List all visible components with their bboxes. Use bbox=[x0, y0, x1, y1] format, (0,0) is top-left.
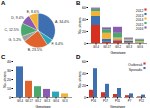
svg-text:A, 34.4%: A, 34.4% bbox=[55, 20, 69, 24]
svg-text:30: 30 bbox=[7, 69, 11, 73]
svg-text:GII.2: GII.2 bbox=[115, 45, 122, 49]
svg-text:P31: P31 bbox=[115, 99, 120, 103]
svg-text:2014: 2014 bbox=[136, 18, 144, 22]
svg-text:2012: 2012 bbox=[136, 9, 144, 13]
html-text:A: A bbox=[1, 0, 6, 6]
svg-text:GII.2: GII.2 bbox=[35, 99, 42, 103]
svg-text:P7: P7 bbox=[128, 99, 132, 103]
svg-text:40: 40 bbox=[7, 60, 11, 64]
svg-text:G, 5.2%: G, 5.2% bbox=[9, 38, 22, 42]
svg-text:2013: 2013 bbox=[136, 13, 144, 17]
svg-text:No. strains: No. strains bbox=[78, 71, 82, 88]
svg-text:GII.3: GII.3 bbox=[126, 45, 133, 49]
svg-text:C, 12.5%: C, 12.5% bbox=[4, 28, 18, 32]
svg-text:0: 0 bbox=[84, 42, 86, 46]
svg-text:E, 8.6%: E, 8.6% bbox=[27, 10, 39, 14]
svg-text:B, 23.5%: B, 23.5% bbox=[28, 48, 42, 52]
svg-text:20: 20 bbox=[82, 30, 86, 34]
html-text:D: D bbox=[76, 54, 81, 60]
svg-text:D, 9.4%: D, 9.4% bbox=[11, 16, 23, 20]
svg-text:40: 40 bbox=[82, 72, 86, 76]
svg-text:60: 60 bbox=[82, 6, 86, 10]
svg-text:0: 0 bbox=[84, 96, 86, 100]
svg-text:No. strains: No. strains bbox=[3, 71, 7, 88]
svg-text:Genotype: Genotype bbox=[110, 105, 125, 108]
svg-text:GII.17: GII.17 bbox=[103, 45, 111, 49]
svg-text:Genotype: Genotype bbox=[35, 105, 50, 108]
svg-text:20: 20 bbox=[7, 78, 11, 82]
svg-text:Sporadic: Sporadic bbox=[129, 67, 143, 71]
svg-text:Outbreak: Outbreak bbox=[128, 63, 143, 67]
html-text:B: B bbox=[76, 0, 81, 6]
svg-text:GII.6: GII.6 bbox=[53, 99, 60, 103]
svg-text:60: 60 bbox=[82, 60, 86, 64]
svg-text:P12: P12 bbox=[139, 99, 144, 103]
svg-text:GII.4: GII.4 bbox=[17, 99, 24, 103]
svg-text:20: 20 bbox=[82, 84, 86, 88]
svg-text:GI.3: GI.3 bbox=[62, 99, 68, 103]
html-text:C: C bbox=[1, 54, 6, 60]
svg-text:0: 0 bbox=[9, 96, 11, 100]
svg-text:No. strains: No. strains bbox=[78, 17, 82, 34]
svg-text:GII.4: GII.4 bbox=[93, 45, 100, 49]
svg-text:2016: 2016 bbox=[136, 27, 144, 31]
svg-text:Genotype: Genotype bbox=[110, 50, 126, 55]
svg-text:GII.6: GII.6 bbox=[137, 45, 144, 49]
svg-text:GII.3: GII.3 bbox=[44, 99, 51, 103]
svg-text:40: 40 bbox=[82, 18, 86, 22]
svg-text:10: 10 bbox=[7, 87, 11, 91]
svg-text:F, 6.4%: F, 6.4% bbox=[51, 42, 63, 46]
svg-text:P16: P16 bbox=[91, 99, 96, 103]
svg-text:2015: 2015 bbox=[136, 22, 144, 26]
svg-text:P17: P17 bbox=[103, 99, 108, 103]
svg-text:GII.17: GII.17 bbox=[25, 99, 33, 103]
